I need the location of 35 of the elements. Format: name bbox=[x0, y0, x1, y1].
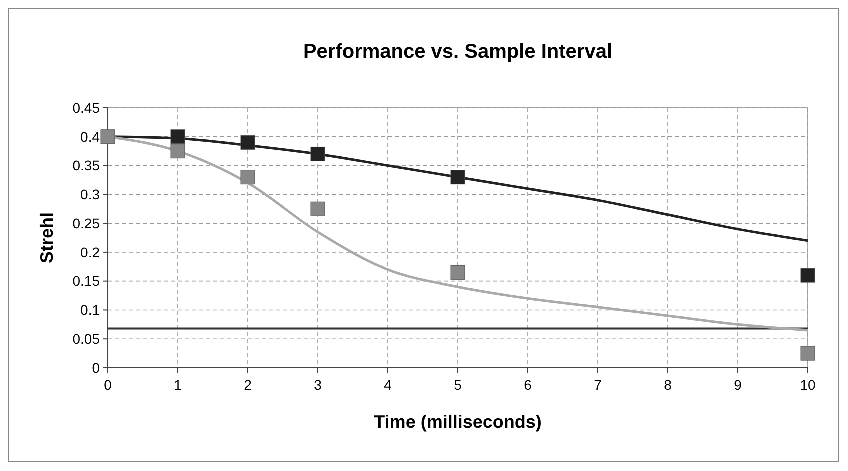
point bbox=[450, 265, 466, 280]
point bbox=[450, 170, 466, 185]
x-axis-title: Time (milliseconds) bbox=[374, 412, 542, 432]
point bbox=[240, 170, 256, 185]
point bbox=[170, 144, 186, 159]
point bbox=[240, 135, 256, 150]
y-tick-label: 0 bbox=[92, 360, 100, 376]
point bbox=[310, 146, 326, 162]
point bbox=[310, 202, 326, 216]
x-tick-label: 4 bbox=[384, 377, 392, 393]
y-tick-label: 0.05 bbox=[72, 331, 100, 348]
point bbox=[800, 346, 816, 361]
x-tick-label: 7 bbox=[594, 377, 602, 393]
point bbox=[800, 268, 816, 283]
y-tick-label: 0.45 bbox=[72, 100, 100, 116]
x-tick-label: 9 bbox=[734, 377, 742, 393]
y-tick-label: 0.4 bbox=[80, 128, 100, 145]
x-tick-label: 3 bbox=[314, 377, 322, 393]
y-tick-label: 0.35 bbox=[72, 158, 100, 174]
y-tick-label: 0.2 bbox=[80, 244, 100, 260]
point bbox=[170, 130, 186, 144]
x-tick-label: 2 bbox=[244, 377, 252, 393]
x-tick-label: 6 bbox=[524, 377, 532, 393]
x-tick-label: 8 bbox=[664, 377, 672, 393]
y-tick-label: 0.1 bbox=[80, 302, 100, 318]
chart-title: Performance vs. Sample Interval bbox=[303, 41, 613, 63]
y-axis-title: Strehl bbox=[37, 212, 57, 264]
point bbox=[100, 130, 116, 144]
y-tick-label: 0.3 bbox=[80, 186, 100, 203]
x-tick-label: 0 bbox=[104, 377, 112, 393]
y-tick-label: 0.25 bbox=[72, 215, 100, 232]
x-tick-label: 10 bbox=[800, 377, 816, 393]
x-tick-label: 1 bbox=[174, 377, 182, 393]
x-tick-label: 5 bbox=[454, 377, 462, 393]
y-tick-label: 0.15 bbox=[72, 273, 100, 290]
